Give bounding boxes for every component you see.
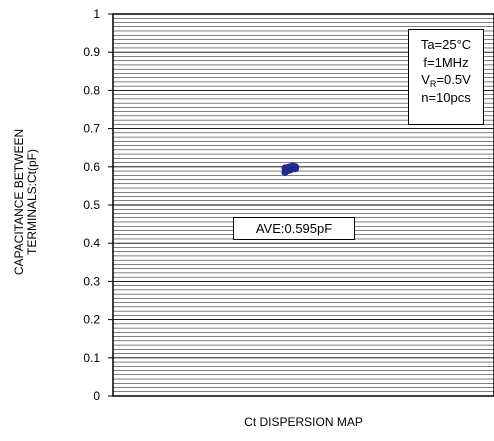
x-axis-label: Ct DISPERSION MAP [244,415,363,429]
y-tick-label: 0.3 [83,274,100,288]
sample-count-condition: n=10pcs [421,89,471,105]
y-tick-label: 0.8 [83,83,100,97]
y-tick-label: 0 [93,389,100,403]
gridlines [113,17,494,393]
y-axis-ticks: 0 0.1 0.2 0.3 0.4 0.5 0.6 0.7 0.8 0.9 1 [83,7,113,403]
temperature-condition: Ta=25°C [420,37,472,52]
y-tick-label: 0.6 [83,160,100,174]
y-tick-label: 0.2 [83,313,100,327]
y-tick-label: 0.4 [83,236,100,250]
average-annotation: AVE:0.595pF [233,217,355,240]
voltage-value: =0.5V [436,72,471,87]
y-tick-label: 0.9 [83,45,100,59]
data-points [281,162,299,177]
y-tick-label: 0.7 [83,122,100,136]
data-point [291,163,299,171]
y-axis-label: CAPACITANCE BETWEEN TERMINALS:Ct(pF) [12,72,39,332]
conditions-box: Ta=25°C f=1MHz VR=0.5V n=10pcs [408,29,484,125]
y-tick-label: 0.5 [83,198,100,212]
frequency-condition: f=1MHz [423,54,469,70]
voltage-subscript: R [429,79,437,89]
y-axis-label-line-2: TERMINALS:Ct(pF) [25,149,39,256]
y-tick-label: 0.1 [83,351,100,365]
voltage-condition: VR=0.5V [409,71,483,89]
y-tick-label: 1 [93,7,100,21]
voltage-symbol: V [421,72,430,87]
